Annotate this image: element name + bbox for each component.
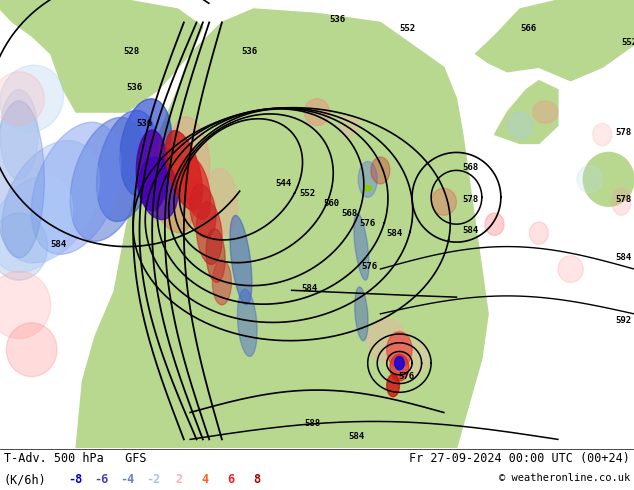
Ellipse shape — [583, 152, 634, 206]
Text: 536: 536 — [241, 47, 257, 56]
Ellipse shape — [212, 260, 231, 305]
Ellipse shape — [70, 118, 145, 241]
Ellipse shape — [387, 374, 399, 397]
Polygon shape — [495, 81, 558, 144]
Ellipse shape — [369, 402, 417, 423]
Ellipse shape — [0, 65, 63, 132]
Text: 4: 4 — [202, 473, 209, 486]
Text: 536: 536 — [136, 119, 152, 127]
Ellipse shape — [355, 287, 368, 341]
Ellipse shape — [190, 184, 216, 238]
Ellipse shape — [358, 161, 377, 197]
Polygon shape — [476, 0, 634, 81]
Text: 578: 578 — [615, 127, 631, 137]
Text: 560: 560 — [323, 199, 339, 208]
Polygon shape — [0, 0, 203, 112]
Ellipse shape — [0, 213, 48, 280]
Ellipse shape — [387, 332, 412, 368]
Text: 8: 8 — [254, 473, 261, 486]
Ellipse shape — [0, 101, 44, 258]
Ellipse shape — [183, 157, 210, 220]
Text: 2: 2 — [176, 473, 183, 486]
Ellipse shape — [197, 202, 222, 265]
Ellipse shape — [339, 114, 358, 137]
Ellipse shape — [0, 271, 51, 339]
Ellipse shape — [238, 289, 257, 356]
Text: -2: -2 — [146, 473, 160, 486]
Text: 576: 576 — [398, 372, 414, 381]
Ellipse shape — [96, 110, 157, 221]
Text: 6: 6 — [228, 473, 235, 486]
Ellipse shape — [394, 356, 404, 370]
Ellipse shape — [206, 229, 225, 282]
Ellipse shape — [593, 123, 612, 146]
Text: 584: 584 — [463, 226, 479, 235]
Ellipse shape — [368, 318, 406, 363]
Ellipse shape — [171, 117, 210, 197]
Text: Fr 27-09-2024 00:00 UTC (00+24): Fr 27-09-2024 00:00 UTC (00+24) — [409, 452, 630, 466]
Ellipse shape — [533, 101, 558, 123]
Text: 552: 552 — [621, 38, 634, 47]
Ellipse shape — [612, 188, 631, 215]
Ellipse shape — [390, 354, 409, 381]
Text: 536: 536 — [127, 83, 143, 92]
Text: © weatheronline.co.uk: © weatheronline.co.uk — [499, 473, 630, 483]
Text: 544: 544 — [275, 179, 291, 188]
Ellipse shape — [139, 157, 178, 220]
Text: 584: 584 — [349, 432, 365, 441]
Ellipse shape — [2, 141, 100, 263]
Ellipse shape — [120, 99, 172, 197]
Text: 592: 592 — [615, 316, 631, 325]
Ellipse shape — [0, 72, 44, 125]
Ellipse shape — [396, 341, 428, 377]
Ellipse shape — [485, 213, 504, 235]
Ellipse shape — [577, 166, 602, 193]
Text: 588: 588 — [304, 419, 320, 428]
Text: 578: 578 — [463, 195, 479, 204]
Text: 576: 576 — [361, 262, 377, 271]
Ellipse shape — [507, 112, 533, 139]
Ellipse shape — [0, 176, 73, 272]
Text: 528: 528 — [124, 47, 139, 56]
Text: 584: 584 — [387, 229, 403, 238]
Polygon shape — [76, 9, 488, 448]
Text: 584: 584 — [615, 253, 631, 262]
Ellipse shape — [0, 90, 38, 179]
Text: 566: 566 — [520, 24, 536, 33]
Text: 536: 536 — [330, 15, 346, 24]
Text: 552: 552 — [299, 189, 315, 198]
Text: -8: -8 — [68, 473, 82, 486]
Text: 584: 584 — [301, 284, 317, 294]
Text: 568: 568 — [463, 163, 479, 172]
Text: 578: 578 — [615, 195, 631, 204]
Text: (K/6h): (K/6h) — [4, 473, 47, 486]
Ellipse shape — [364, 186, 372, 191]
Ellipse shape — [354, 213, 369, 280]
Ellipse shape — [148, 144, 195, 233]
Text: -6: -6 — [94, 473, 108, 486]
Ellipse shape — [558, 256, 583, 282]
Ellipse shape — [136, 130, 168, 211]
Text: T-Adv. 500 hPa   GFS: T-Adv. 500 hPa GFS — [4, 452, 146, 466]
Text: 576: 576 — [359, 219, 375, 228]
Text: 568: 568 — [341, 209, 357, 218]
Ellipse shape — [6, 323, 57, 377]
Text: -4: -4 — [120, 473, 134, 486]
Ellipse shape — [529, 222, 548, 245]
Ellipse shape — [165, 131, 202, 210]
Ellipse shape — [371, 157, 390, 184]
Ellipse shape — [431, 188, 456, 215]
Text: 552: 552 — [399, 24, 415, 33]
Ellipse shape — [304, 98, 330, 125]
Ellipse shape — [206, 168, 238, 235]
Ellipse shape — [31, 122, 121, 254]
Ellipse shape — [230, 216, 252, 305]
Text: 584: 584 — [51, 240, 67, 248]
